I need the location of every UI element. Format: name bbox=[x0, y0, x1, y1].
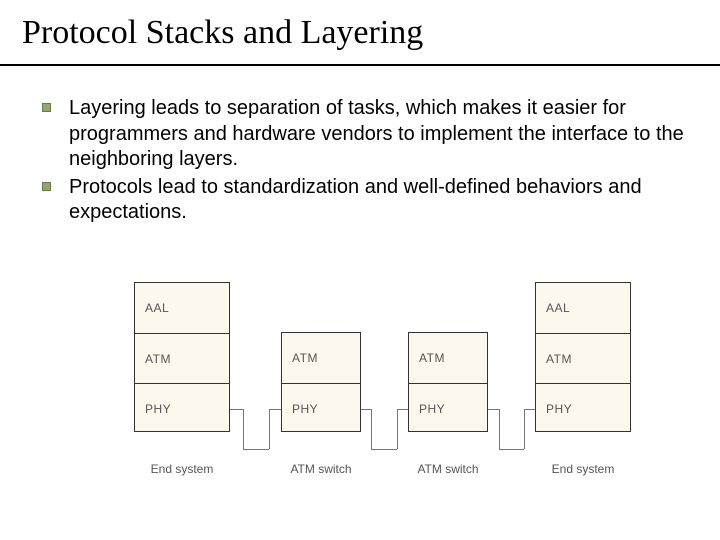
page-title: Protocol Stacks and Layering bbox=[22, 14, 720, 52]
layer-atm: ATM bbox=[135, 333, 229, 383]
layer-aal: AAL bbox=[536, 283, 630, 333]
wire-segment bbox=[269, 409, 281, 410]
wire-segment bbox=[361, 409, 371, 410]
wire-segment bbox=[243, 409, 244, 449]
caption-atm-switch-2: ATM switch bbox=[408, 462, 488, 476]
wire-segment bbox=[230, 409, 243, 410]
layer-phy: PHY bbox=[135, 383, 229, 433]
bullet-item: Layering leads to separation of tasks, w… bbox=[42, 96, 692, 173]
wire-segment bbox=[397, 409, 408, 410]
wire-segment bbox=[499, 449, 524, 450]
bullet-item: Protocols lead to standardization and we… bbox=[42, 175, 692, 226]
layer-atm: ATM bbox=[282, 333, 360, 383]
layer-aal: AAL bbox=[135, 283, 229, 333]
wire-segment bbox=[397, 409, 398, 449]
bullet-list: Layering leads to separation of tasks, w… bbox=[0, 66, 720, 226]
title-area: Protocol Stacks and Layering bbox=[0, 0, 720, 58]
layer-atm: ATM bbox=[409, 333, 487, 383]
wire-segment bbox=[243, 449, 269, 450]
stack-atm-switch-2: ATMPHY bbox=[408, 332, 488, 432]
wire-segment bbox=[524, 409, 525, 449]
caption-atm-switch-1: ATM switch bbox=[281, 462, 361, 476]
square-bullet-icon bbox=[42, 103, 51, 112]
wire-segment bbox=[524, 409, 535, 410]
wire-segment bbox=[499, 409, 500, 449]
layer-atm: ATM bbox=[536, 333, 630, 383]
bullet-text: Layering leads to separation of tasks, w… bbox=[69, 96, 692, 173]
wire-segment bbox=[269, 409, 270, 449]
stack-end-right: AALATMPHY bbox=[535, 282, 631, 432]
square-bullet-icon bbox=[42, 182, 51, 191]
stack-end-left: AALATMPHY bbox=[134, 282, 230, 432]
layer-phy: PHY bbox=[282, 383, 360, 433]
bullet-text: Protocols lead to standardization and we… bbox=[69, 175, 692, 226]
stack-atm-switch-1: ATMPHY bbox=[281, 332, 361, 432]
caption-end-right: End system bbox=[535, 462, 631, 476]
wire-segment bbox=[371, 449, 397, 450]
wire-segment bbox=[488, 409, 499, 410]
wire-segment bbox=[371, 409, 372, 449]
caption-end-left: End system bbox=[134, 462, 230, 476]
protocol-stack-diagram: AALATMPHYEnd systemATMPHYATM switchATMPH… bbox=[0, 282, 720, 522]
layer-phy: PHY bbox=[409, 383, 487, 433]
layer-phy: PHY bbox=[536, 383, 630, 433]
